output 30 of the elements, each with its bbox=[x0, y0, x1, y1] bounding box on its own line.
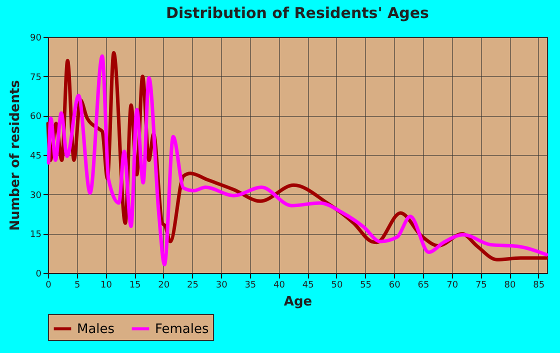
y-tick-label: 15 bbox=[30, 230, 42, 240]
x-tick-label: 85 bbox=[533, 280, 545, 290]
y-tick-label: 90 bbox=[30, 34, 42, 44]
x-tick-label: 65 bbox=[418, 280, 430, 290]
x-tick-label: 80 bbox=[504, 280, 516, 290]
legend-label: Males bbox=[77, 322, 115, 337]
x-tick-label: 75 bbox=[475, 280, 487, 290]
x-axis-title: Age bbox=[284, 294, 312, 310]
x-tick-label: 50 bbox=[331, 280, 343, 290]
x-tick-label: 25 bbox=[186, 280, 198, 290]
x-tick-label: 60 bbox=[388, 280, 401, 290]
y-axis-title: Number of residents bbox=[8, 80, 24, 231]
x-tick-label: 15 bbox=[129, 280, 141, 290]
x-tick-label: 0 bbox=[46, 280, 52, 290]
y-tick-label: 75 bbox=[30, 72, 42, 83]
x-tick-label: 35 bbox=[244, 280, 256, 290]
x-tick-label: 5 bbox=[74, 280, 80, 290]
y-tick-label: 45 bbox=[30, 152, 42, 162]
chart-title: Distribution of Residents' Ages bbox=[166, 4, 430, 22]
y-tick-label: 30 bbox=[30, 190, 42, 201]
legend-label: Females bbox=[155, 322, 210, 337]
x-tick-label: 40 bbox=[274, 280, 286, 290]
x-tick-label: 20 bbox=[158, 280, 170, 290]
x-tick-label: 55 bbox=[360, 280, 372, 290]
x-tick-label: 10 bbox=[100, 280, 112, 290]
x-tick-label: 30 bbox=[216, 280, 228, 290]
y-tick-label: 0 bbox=[36, 270, 42, 280]
x-tick-label: 45 bbox=[302, 280, 314, 290]
x-tick-label: 70 bbox=[446, 280, 458, 290]
y-tick-label: 60 bbox=[30, 112, 42, 122]
